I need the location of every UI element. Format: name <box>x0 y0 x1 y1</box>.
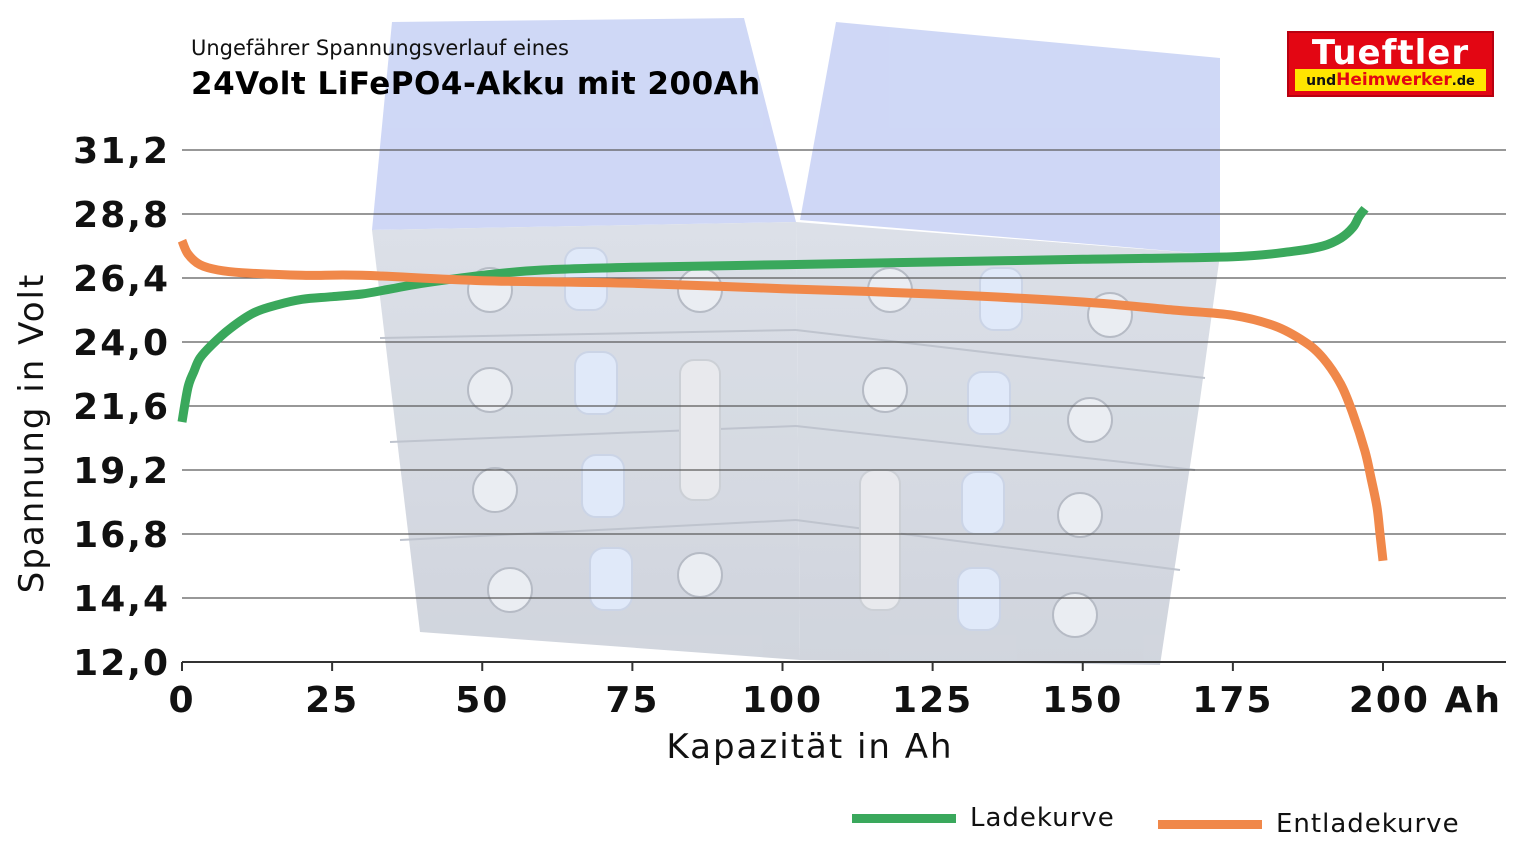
brand-logo: Tueftler undHeimwerker.de <box>1287 31 1494 97</box>
legend-swatch-entladekurve <box>1158 819 1262 829</box>
axes <box>181 661 1506 671</box>
x-tick-label: 75 <box>605 680 659 721</box>
x-tick-label: 150 <box>1042 680 1123 721</box>
x-tick-label: 50 <box>455 680 509 721</box>
legend-swatch-ladekurve <box>852 813 956 823</box>
legend-label-ladekurve: Ladekurve <box>970 803 1115 833</box>
x-tick-label: 100 <box>742 680 823 721</box>
battery-background-image <box>372 18 1220 665</box>
y-tick-label: 21,6 <box>73 387 170 428</box>
x-axis-label: Kapazität in Ah <box>666 727 953 767</box>
chart-subtitle: Ungefährer Spannungsverlauf eines <box>191 36 569 60</box>
series-line-entladekurve <box>177 238 1388 562</box>
x-tick-label: 125 <box>892 680 973 721</box>
y-tick-label: 28,8 <box>73 195 170 236</box>
logo-text-heimwerker: Heimwerker <box>1336 70 1452 90</box>
logo-text-de: .de <box>1451 74 1475 89</box>
series-line-ladekurve <box>177 205 1369 423</box>
x-tick-labels: 0 25 50 75 100 125 150 175 200 Ah <box>168 680 1502 721</box>
legend-item-ladekurve: Ladekurve <box>852 798 1115 838</box>
logo-text-bar: undHeimwerker.de <box>1295 69 1486 91</box>
y-tick-label: 31,2 <box>73 131 170 172</box>
x-tick-label: 25 <box>305 680 359 721</box>
y-axis-label: Spannung in Volt <box>12 273 52 594</box>
x-tick-label: 200 Ah <box>1349 680 1502 721</box>
y-tick-label: 24,0 <box>73 323 170 364</box>
legend-item-entladekurve: Entladekurve <box>1158 804 1460 844</box>
y-tick-label: 16,8 <box>73 515 170 556</box>
logo-text-tueftler: Tueftler <box>1311 33 1470 73</box>
logo-text-und: und <box>1306 73 1337 89</box>
y-tick-label: 19,2 <box>73 451 170 492</box>
y-tick-label: 26,4 <box>73 259 170 300</box>
y-tick-label: 14,4 <box>73 579 170 620</box>
chart-title: 24Volt LiFePO4-Akku mit 200Ah <box>191 66 761 102</box>
x-tick-label: 0 <box>168 680 195 721</box>
legend-label-entladekurve: Entladekurve <box>1276 809 1460 839</box>
series-lines <box>177 205 1388 562</box>
x-tick-label: 175 <box>1192 680 1273 721</box>
y-tick-labels: 12,0 14,4 16,8 19,2 21,6 24,0 26,4 28,8 31,2 <box>73 131 170 684</box>
y-tick-label: 12,0 <box>73 643 170 684</box>
